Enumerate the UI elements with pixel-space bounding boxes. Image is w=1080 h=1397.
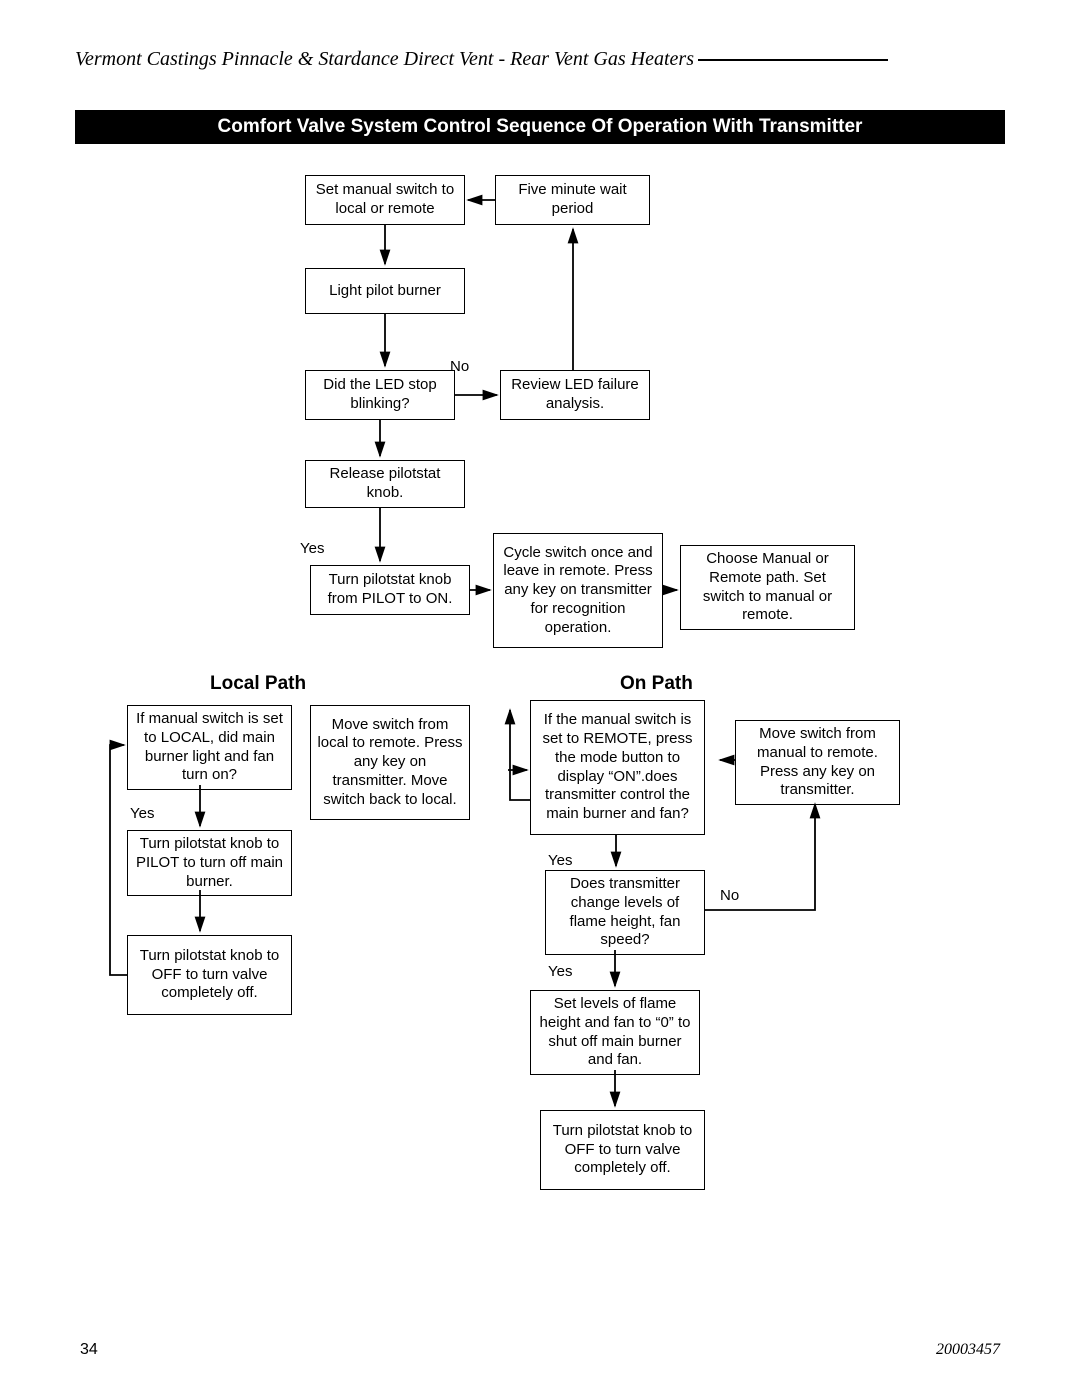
flow-arrows	[0, 150, 1080, 1350]
header-rule	[698, 59, 888, 61]
page-number-right: 20003457	[936, 1341, 1000, 1359]
title-bar: Comfort Valve System Control Sequence Of…	[75, 110, 1005, 144]
header-text: Vermont Castings Pinnacle & Stardance Di…	[75, 48, 694, 70]
page-number-left: 34	[80, 1341, 98, 1359]
page-header: Vermont Castings Pinnacle & Stardance Di…	[75, 48, 1005, 71]
title-text: Comfort Valve System Control Sequence Of…	[218, 116, 863, 137]
